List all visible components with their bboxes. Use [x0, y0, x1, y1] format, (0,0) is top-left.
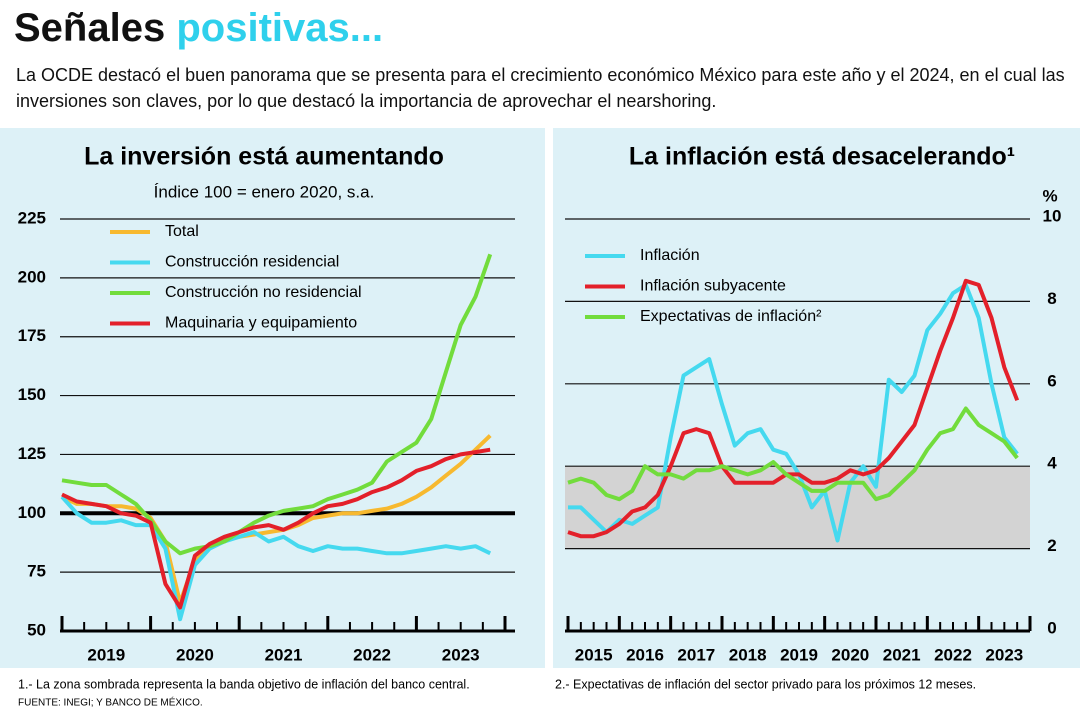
legend-label: Inflación: [640, 247, 700, 264]
y-tick-label: 10: [1043, 206, 1062, 225]
x-tick-label: 2023: [442, 645, 480, 664]
y-tick-label: 225: [18, 208, 46, 227]
panel-right: [553, 128, 1080, 668]
title-colored: positivas...: [176, 6, 383, 50]
series-line: [567, 406, 1019, 502]
chart-title: La inversión está aumentando: [84, 143, 444, 171]
x-tick-label: 2015: [575, 645, 613, 664]
series-line: [567, 278, 1020, 539]
y-tick-label: 6: [1047, 371, 1056, 390]
x-tick-label: 2021: [265, 645, 303, 664]
y-tick-label: 2: [1047, 536, 1056, 555]
chart-subtitle: Índice 100 = enero 2020, s.a.: [154, 182, 375, 201]
x-tick-label: 2023: [985, 645, 1023, 664]
x-tick-label: 2019: [87, 645, 125, 664]
y-tick-label: 4: [1047, 454, 1057, 473]
y-tick-label: 150: [18, 385, 46, 404]
x-tick-label: 2018: [729, 645, 767, 664]
legend-label: Construcción no residencial: [165, 284, 362, 301]
page-title: Señales positivas...: [14, 6, 383, 50]
x-tick-label: 2019: [780, 645, 818, 664]
series-line: [60, 495, 492, 622]
legend-label: Total: [165, 223, 199, 240]
series-line: [61, 447, 491, 610]
legend-label: Inflación subyacente: [640, 278, 786, 295]
x-tick-label: 2017: [677, 645, 715, 664]
chart-title: La inflación está desacelerando¹: [629, 143, 1015, 171]
subtitle: La OCDE destacó el buen panorama que se …: [16, 65, 1065, 111]
series-line: [61, 434, 492, 605]
x-tick-label: 2020: [831, 645, 869, 664]
target-band: [565, 466, 1030, 549]
legend-label: Construcción residencial: [165, 254, 339, 271]
footnote: 2.- Expectativas de inflación del sector…: [555, 677, 976, 691]
y-unit: %: [1042, 186, 1057, 205]
series-line: [568, 282, 1019, 543]
y-tick-label: 75: [27, 562, 46, 581]
y-tick-label: 175: [18, 326, 46, 345]
footnote: 1.- La zona sombrada representa la banda…: [18, 677, 470, 691]
x-tick-label: 2020: [176, 645, 214, 664]
y-tick-label: 200: [18, 267, 46, 286]
legend-label: Maquinaria y equipamiento: [165, 315, 357, 332]
legend-label: Expectativas de inflación²: [640, 308, 822, 325]
series-line: [61, 253, 493, 556]
y-tick-label: 0: [1047, 618, 1056, 637]
y-tick-label: 100: [18, 503, 46, 522]
y-tick-label: 50: [27, 620, 46, 639]
panel-left: [0, 128, 545, 668]
title-black: Señales: [14, 6, 165, 50]
x-tick-label: 2022: [353, 645, 391, 664]
y-tick-label: 8: [1047, 289, 1056, 308]
x-tick-label: 2022: [934, 645, 972, 664]
x-tick-label: 2016: [626, 645, 664, 664]
y-tick-label: 125: [18, 444, 46, 463]
x-tick-label: 2021: [883, 645, 921, 664]
source: FUENTE: INEGI; Y BANCO DE MÉXICO.: [18, 696, 203, 709]
